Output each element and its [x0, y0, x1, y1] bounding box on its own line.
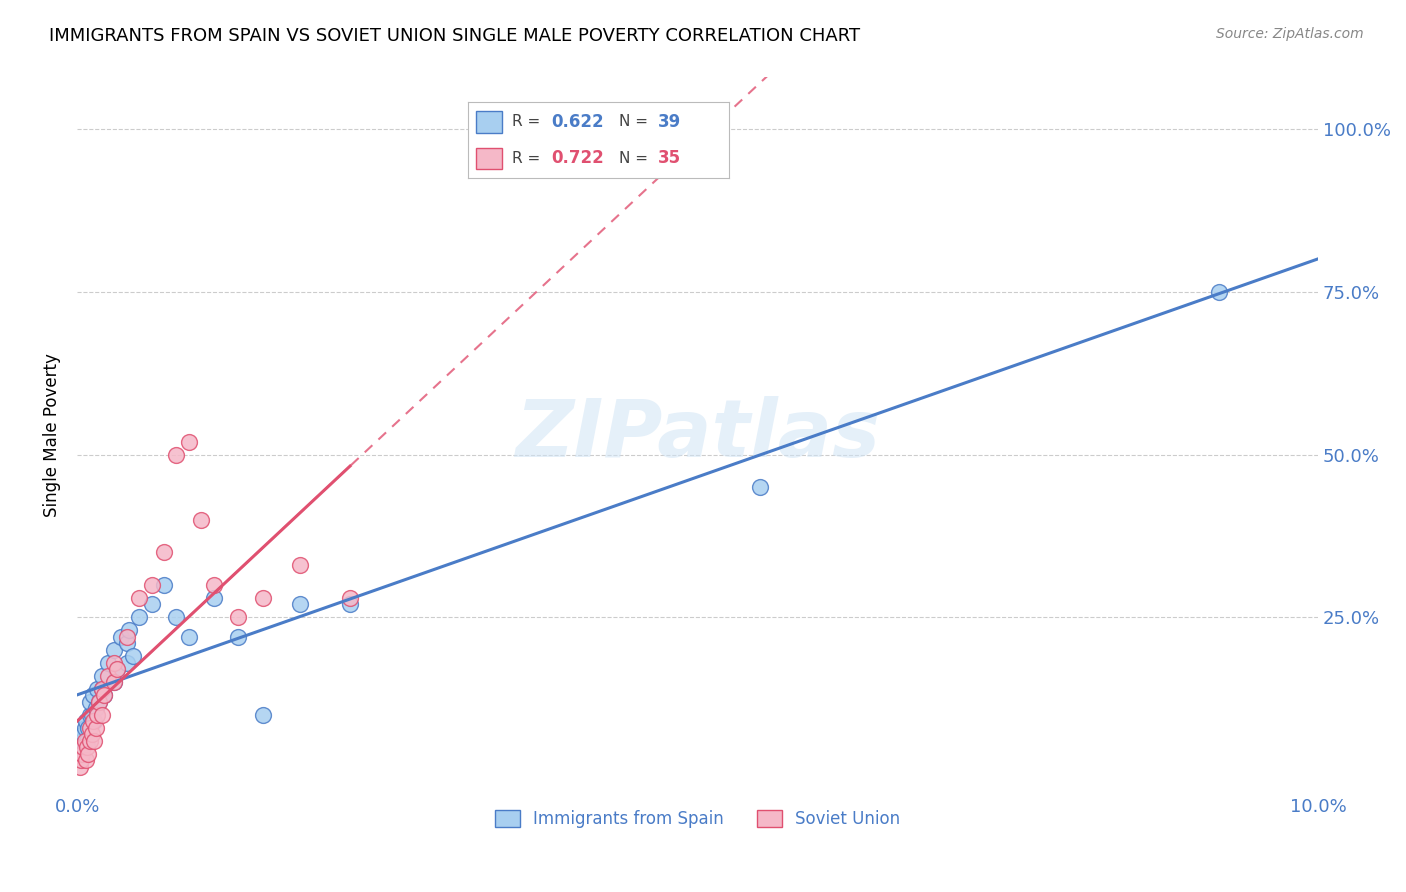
Point: [115, 630, 138, 644]
Point: [82, 714, 104, 728]
Point: [128, 610, 150, 624]
Point: [69, 740, 91, 755]
Point: [290, 597, 312, 611]
Point: [122, 649, 145, 664]
Point: [79, 733, 101, 747]
Point: [177, 434, 200, 449]
Point: [72, 740, 94, 755]
Point: [228, 630, 250, 644]
Point: [76, 740, 98, 755]
Point: [89, 695, 111, 709]
Y-axis label: Single Male Poverty: Single Male Poverty: [44, 353, 60, 517]
Point: [190, 512, 212, 526]
Point: [83, 714, 105, 728]
Point: [103, 675, 125, 690]
Point: [75, 753, 97, 767]
Point: [228, 610, 250, 624]
Point: [75, 714, 97, 728]
Point: [69, 753, 91, 767]
Point: [97, 668, 120, 682]
Point: [165, 610, 187, 624]
Point: [79, 695, 101, 709]
Point: [105, 662, 128, 676]
Point: [748, 480, 770, 494]
Point: [84, 701, 107, 715]
Point: [252, 707, 274, 722]
Point: [79, 721, 101, 735]
Legend: Immigrants from Spain, Soviet Union: Immigrants from Spain, Soviet Union: [488, 803, 907, 834]
Point: [115, 636, 138, 650]
Text: IMMIGRANTS FROM SPAIN VS SOVIET UNION SINGLE MALE POVERTY CORRELATION CHART: IMMIGRANTS FROM SPAIN VS SOVIET UNION SI…: [49, 27, 860, 45]
Point: [70, 733, 93, 747]
Point: [339, 597, 361, 611]
Point: [90, 707, 112, 722]
Point: [1208, 285, 1230, 299]
Point: [141, 597, 163, 611]
Point: [103, 656, 125, 670]
Point: [153, 577, 176, 591]
Point: [177, 630, 200, 644]
Point: [105, 662, 128, 676]
Point: [165, 448, 187, 462]
Point: [103, 675, 125, 690]
Point: [80, 727, 103, 741]
Point: [97, 656, 120, 670]
Point: [290, 558, 312, 573]
Point: [83, 733, 105, 747]
Point: [86, 707, 108, 722]
Point: [93, 688, 115, 702]
Point: [76, 733, 98, 747]
Point: [93, 688, 115, 702]
Point: [90, 668, 112, 682]
Point: [202, 591, 225, 605]
Point: [70, 747, 93, 761]
Point: [118, 623, 141, 637]
Point: [82, 688, 104, 702]
Point: [73, 721, 96, 735]
Text: ZIPatlas: ZIPatlas: [515, 396, 880, 474]
Text: Source: ZipAtlas.com: Source: ZipAtlas.com: [1216, 27, 1364, 41]
Point: [339, 591, 361, 605]
Point: [77, 721, 100, 735]
Point: [90, 681, 112, 696]
Point: [202, 577, 225, 591]
Point: [84, 721, 107, 735]
Point: [110, 630, 132, 644]
Point: [115, 656, 138, 670]
Point: [252, 591, 274, 605]
Point: [90, 681, 112, 696]
Point: [89, 695, 111, 709]
Point: [80, 707, 103, 722]
Point: [69, 759, 91, 773]
Point: [86, 681, 108, 696]
Point: [73, 733, 96, 747]
Point: [77, 747, 100, 761]
Point: [128, 591, 150, 605]
Point: [79, 707, 101, 722]
Point: [103, 642, 125, 657]
Point: [72, 727, 94, 741]
Point: [141, 577, 163, 591]
Point: [153, 545, 176, 559]
